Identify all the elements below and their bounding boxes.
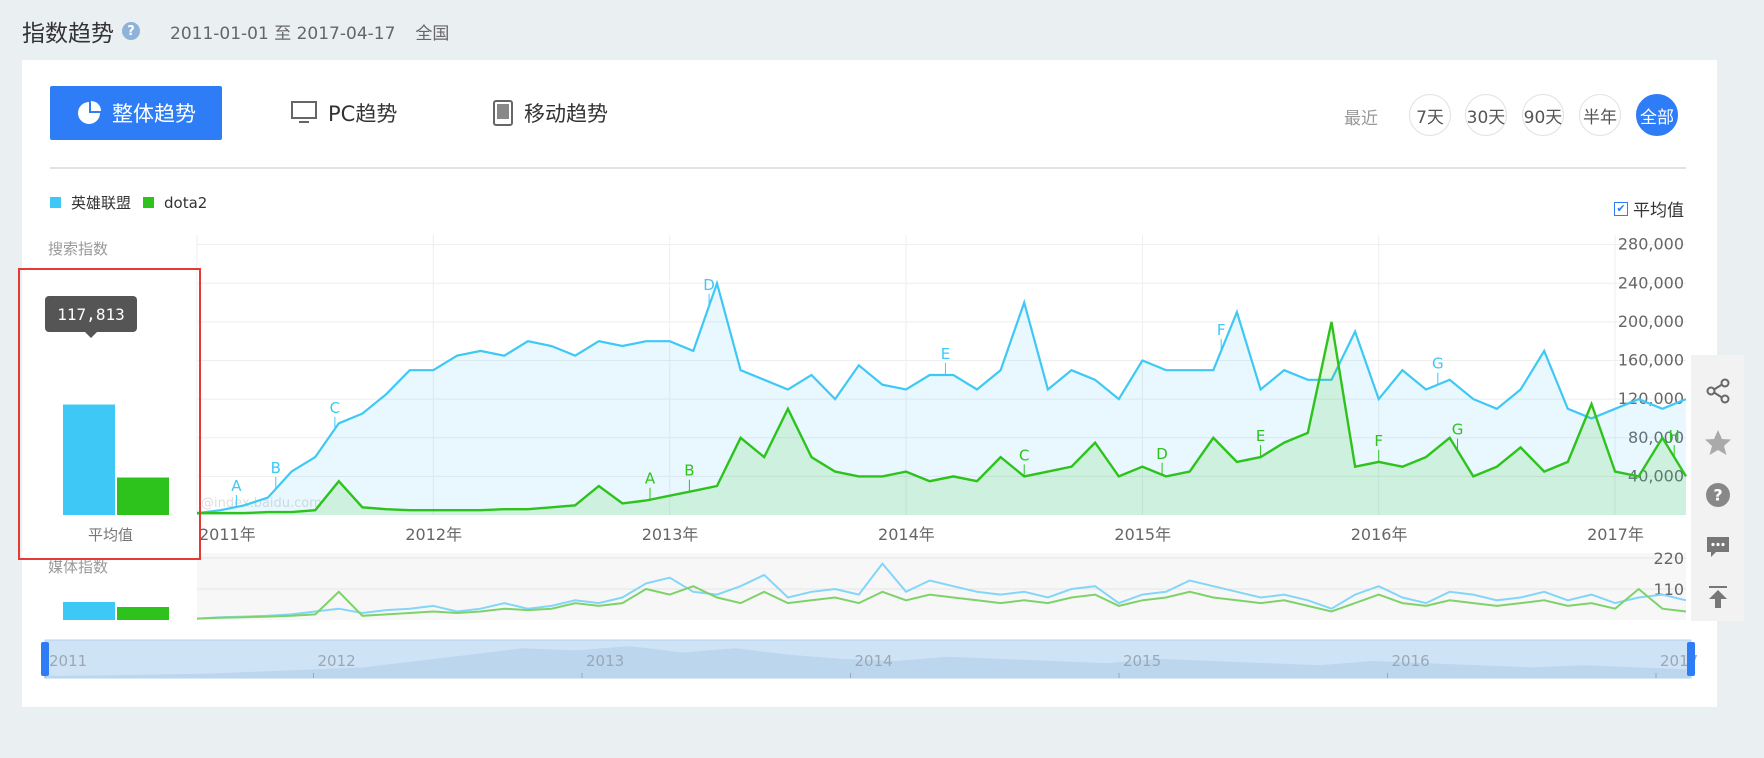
help-circle-icon[interactable]: ? (122, 22, 140, 40)
x-tick-label: 2017年 (1587, 525, 1644, 544)
average-tooltip: 117,813 (45, 296, 137, 338)
annotation-label: F (1374, 432, 1383, 450)
navigator-right-handle[interactable] (1687, 642, 1695, 676)
x-tick-label: 2014年 (878, 525, 935, 544)
media-series-dota2 (196, 585, 1687, 620)
navigator-left-handle[interactable] (41, 642, 49, 676)
navigator-year-label: 2016 (1392, 652, 1430, 670)
legend-item-lol[interactable]: 英雄联盟 (50, 192, 131, 213)
average-toggle-label: 平均值 (1633, 201, 1684, 221)
annotation-label: E (1256, 427, 1265, 445)
x-tick-label: 2013年 (642, 525, 699, 544)
comment-icon (1706, 537, 1729, 557)
page-header: 指数趋势 ? 2011-01-01 至 2017-04-17 全国 (22, 14, 449, 48)
chart-legend: 英雄联盟 dota2 (50, 192, 219, 213)
legend-label: dota2 (164, 193, 208, 212)
legend-label: 英雄联盟 (71, 194, 132, 212)
navigator-year-label: 2012 (318, 652, 356, 670)
divider (50, 167, 1686, 169)
monitor-icon (291, 101, 317, 123)
period-7d-button[interactable]: 7天 (1409, 94, 1451, 136)
favorite-button[interactable] (1691, 417, 1744, 469)
annotation-label: G (1432, 355, 1444, 373)
search-index-label: 搜索指数 (48, 240, 109, 258)
back-to-top-button[interactable] (1691, 571, 1744, 623)
page-title: 指数趋势 (22, 21, 114, 47)
share-button[interactable] (1691, 365, 1744, 417)
help-button[interactable]: ? (1691, 469, 1744, 521)
y-tick-label: 160,000 (1618, 351, 1684, 370)
help-icon: ? (1705, 483, 1730, 507)
annotation-label: D (703, 276, 715, 294)
x-tick-label: 2011年 (199, 525, 256, 544)
annotation-label: D (1156, 445, 1168, 463)
highlight-box (18, 268, 201, 560)
feedback-button[interactable] (1691, 521, 1744, 573)
average-bar-lol (63, 404, 115, 515)
legend-swatch (143, 197, 155, 208)
period-all-button[interactable]: 全部 (1636, 94, 1678, 136)
annotation-label: A (645, 470, 656, 488)
annotation-label: C (1019, 446, 1029, 464)
share-icon (1706, 378, 1729, 404)
series-dota2-area (197, 321, 1686, 515)
media-index-label: 媒体指数 (48, 558, 109, 576)
navigator-year-label: 2013 (586, 652, 624, 670)
annotation-label: G (1452, 421, 1464, 439)
average-bar-label: 平均值 (88, 526, 134, 544)
recent-label: 最近 (1344, 109, 1378, 129)
annotation-label: F (1217, 321, 1226, 339)
series-lol-area (197, 283, 1686, 515)
series-dota2-line (197, 321, 1688, 515)
y-tick-label: 120,000 (1618, 389, 1684, 408)
media-average-bar-lol (63, 602, 115, 620)
y-tick-label: 240,000 (1618, 273, 1684, 292)
tab-pc-trend[interactable]: PC趋势 (290, 86, 397, 140)
average-toggle[interactable]: ✔ 平均值 (1614, 196, 1684, 221)
period-90d-button[interactable]: 90天 (1522, 94, 1564, 136)
annotation-label: A (231, 477, 242, 495)
media-series-lol (196, 561, 1687, 620)
side-toolbar: ? (1691, 355, 1744, 621)
period-half-year-button[interactable]: 半年 (1579, 94, 1621, 136)
tab-label: 整体趋势 (112, 102, 196, 126)
average-bar-dota2 (117, 477, 169, 515)
y-tick-label: 200,000 (1618, 312, 1684, 331)
navigator-year-label: 2011 (49, 652, 87, 670)
navigator-year-label: 2014 (855, 652, 893, 670)
region-label: 全国 (415, 23, 450, 44)
tab-label: PC趋势 (328, 102, 398, 126)
tab-overall-trend[interactable]: 整体趋势 (50, 86, 222, 140)
annotation-label: C (330, 399, 340, 417)
navigator-area (45, 646, 1691, 678)
legend-item-dota2[interactable]: dota2 (143, 194, 207, 212)
annotation-label: H (1669, 427, 1680, 445)
annotation-label: B (684, 462, 694, 480)
x-tick-label: 2016年 (1351, 525, 1408, 544)
tab-mobile-trend[interactable]: 移动趋势 (492, 86, 608, 140)
annotation-label: B (271, 459, 281, 477)
date-range: 2011-01-01 至 2017-04-17 (170, 23, 396, 44)
tab-label: 移动趋势 (524, 102, 608, 126)
star-icon (1704, 430, 1731, 455)
media-plot-area (197, 553, 1686, 620)
y-tick-label: 280,000 (1618, 235, 1684, 254)
back-to-top-icon (1708, 586, 1727, 608)
svg-text:?: ? (1713, 486, 1722, 505)
media-average-bar-dota2 (117, 607, 169, 620)
checkbox-icon[interactable]: ✔ (1614, 201, 1628, 216)
annotation-label: E (941, 345, 950, 363)
navigator-year-label: 2015 (1123, 652, 1161, 670)
legend-swatch (50, 197, 61, 208)
y-tick-label: 80,000 (1628, 428, 1684, 447)
period-30d-button[interactable]: 30天 (1465, 94, 1507, 136)
tablet-icon (493, 100, 513, 126)
x-tick-label: 2012年 (405, 525, 462, 544)
pie-chart-icon (78, 101, 101, 124)
y-tick-label: 220 (1653, 549, 1684, 568)
x-tick-label: 2015年 (1114, 525, 1171, 544)
